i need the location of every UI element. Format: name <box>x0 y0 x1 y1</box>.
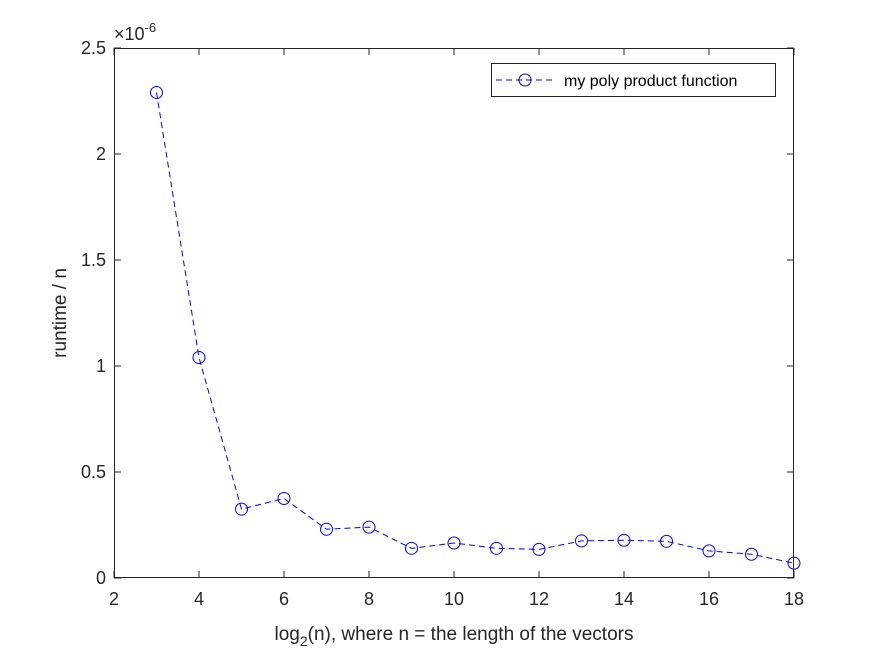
data-point-marker <box>447 536 461 550</box>
x-tick-label: 18 <box>784 589 804 609</box>
data-point-marker <box>362 520 376 534</box>
series-line <box>156 92 795 564</box>
y-tick-label: 1 <box>96 356 106 376</box>
x-tick-label: 2 <box>109 589 119 609</box>
data-point-marker <box>490 541 503 555</box>
y-exponent-label: ×10-6 <box>114 20 156 44</box>
data-point-marker <box>277 492 291 505</box>
data-point-marker <box>702 544 716 558</box>
x-tick-label: 6 <box>279 589 289 609</box>
data-point-marker <box>660 534 673 548</box>
legend-entry-label: my poly product function <box>564 73 737 90</box>
plot-frame <box>114 48 794 578</box>
data-point-marker <box>745 547 758 561</box>
tick-labels: 2 4 6 8 10 12 14 16 18 0 0.5 1 1.5 2 2.5 <box>81 38 804 609</box>
legend-marker-circle <box>518 73 532 87</box>
x-tick-label: 8 <box>364 589 374 609</box>
x-tick-label: 10 <box>444 589 464 609</box>
x-tick-label: 12 <box>529 589 549 609</box>
y-tick-label: 1.5 <box>81 250 106 270</box>
y-tick-label: 2 <box>96 144 106 164</box>
plot-area <box>114 48 794 578</box>
data-point-marker <box>192 351 206 365</box>
data-point-marker <box>150 86 163 100</box>
y-tick-label: 0.5 <box>81 462 106 482</box>
data-point-marker <box>320 522 333 536</box>
data-point-marker <box>405 541 418 555</box>
y-axis-label: runtime / n <box>50 268 71 358</box>
series-layer <box>150 86 801 570</box>
x-axis-label: log2(n), where n = the length of the vec… <box>275 624 634 649</box>
y-tick-label: 0 <box>96 568 106 588</box>
data-point-marker <box>575 534 588 548</box>
legend: my poly product function <box>491 63 776 97</box>
data-point-marker <box>235 502 248 516</box>
y-tick-label: 2.5 <box>81 38 106 58</box>
x-tick-label: 16 <box>699 589 719 609</box>
data-point-marker <box>617 533 631 547</box>
x-tick-label: 4 <box>194 589 204 609</box>
x-tick-label: 14 <box>614 589 634 609</box>
data-point-marker <box>532 542 546 556</box>
